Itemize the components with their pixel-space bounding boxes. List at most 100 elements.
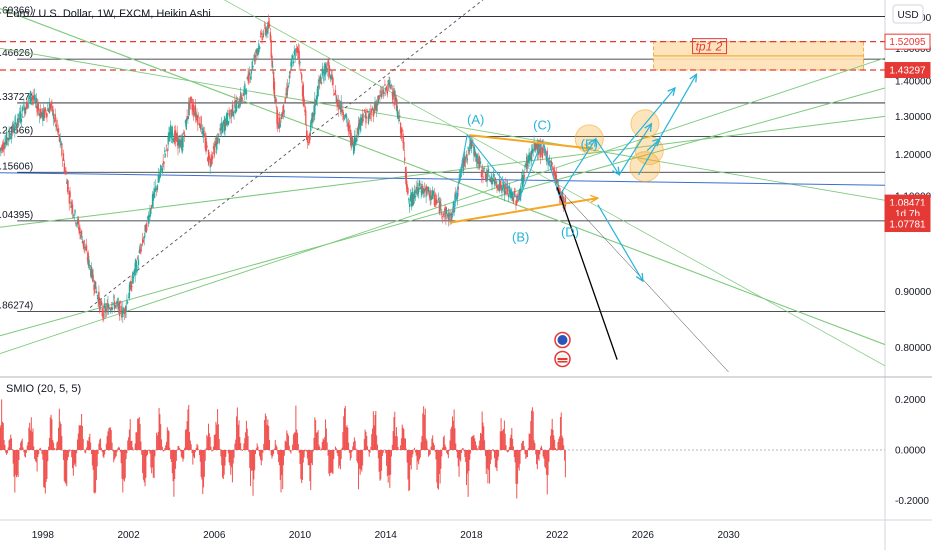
black-drop-line[interactable]: [556, 187, 618, 360]
trend-line-horizontal-blue[interactable]: [0, 172, 885, 186]
candle-body: [310, 122, 312, 132]
arrow-up-e[interactable]: [558, 138, 597, 197]
indicator-title[interactable]: SMIO (20, 5, 5): [6, 383, 81, 395]
orange-arrow-lower[interactable]: [590, 194, 600, 203]
candle-body: [534, 143, 536, 151]
arrow-down-e[interactable]: [595, 138, 620, 176]
candle-body: [184, 134, 186, 136]
candle-body: [360, 114, 362, 126]
candle-body: [487, 169, 489, 178]
us-event-icon[interactable]: [554, 350, 571, 368]
candle-body: [380, 91, 382, 93]
candle-body: [51, 101, 53, 105]
currency-button[interactable]: USD: [892, 4, 924, 24]
candle-body: [401, 129, 403, 131]
target-zone[interactable]: tp1 2: [653, 38, 865, 71]
candle-body: [507, 194, 510, 198]
trend-lines[interactable]: [0, 0, 885, 367]
candle-body: [285, 93, 287, 96]
candle-body: [142, 240, 145, 242]
candle-body: [74, 209, 76, 214]
arrow-down-1-head[interactable]: [635, 273, 644, 283]
candle-body: [441, 211, 443, 216]
instrument-title[interactable]: Euro / U.S. Dollar, 1W, FXCM, Heikin Ash…: [6, 8, 211, 20]
candle-body: [370, 109, 372, 112]
trend-line-down[interactable]: [0, 47, 885, 201]
oscillator-axis[interactable]: 0.2000 0.0000 -0.2000: [895, 395, 929, 507]
candle-body: [223, 122, 225, 132]
orange-lower-line[interactable]: [449, 197, 599, 224]
arrow-down-1[interactable]: [597, 204, 644, 282]
arrow-up-4[interactable]: [646, 138, 661, 152]
event-icons[interactable]: [554, 331, 571, 368]
candle-body: [71, 204, 74, 214]
candle-body: [291, 59, 293, 68]
candle-body: [474, 152, 477, 156]
arrow-up-4-head[interactable]: [652, 137, 662, 147]
candle-body: [362, 114, 364, 124]
candle-body: [240, 95, 243, 101]
trend-line-up[interactable]: [0, 115, 885, 228]
orange-arrow-upper[interactable]: [583, 143, 593, 152]
candle-body: [380, 93, 383, 98]
candle-body: [419, 187, 422, 190]
candle-body: [240, 92, 242, 105]
candle-body: [340, 101, 342, 113]
candle-body: [295, 48, 297, 50]
candle-body: [88, 259, 90, 266]
candle-body: [159, 172, 161, 178]
eu-event-icon[interactable]: [554, 331, 571, 349]
candle-body: [194, 105, 197, 118]
time-axis[interactable]: 1998 2002 2006 2010 2014 2018 2022 2026 2030: [32, 530, 740, 541]
arrow-up-1[interactable]: [618, 123, 652, 176]
horizontal-ray-levels[interactable]: [0, 41, 885, 71]
oscillator-tick-label: 0.2000: [895, 395, 926, 406]
candle-body: [456, 192, 459, 199]
candle-body: [165, 154, 167, 156]
candle-body: [205, 137, 207, 151]
candle-body: [127, 297, 130, 299]
candle-body: [96, 295, 98, 297]
candle-body: [472, 144, 474, 147]
candle-body: [350, 132, 352, 147]
candle-body: [48, 110, 50, 112]
candle-body: [277, 125, 280, 129]
trend-line-long-up[interactable]: [0, 87, 885, 337]
candle-body: [173, 138, 175, 142]
candle-body: [502, 182, 504, 184]
arrow-up-3[interactable]: [638, 74, 697, 176]
arrow-up-2-head[interactable]: [667, 86, 676, 96]
candle-body: [298, 50, 300, 65]
time-tick-label: 2010: [289, 530, 312, 541]
candle-body: [440, 203, 442, 206]
candle-body: [337, 102, 339, 105]
candle-body: [24, 109, 26, 114]
thin-drop-line[interactable]: [561, 191, 729, 372]
time-tick-label: 2026: [632, 530, 655, 541]
candle-body: [477, 161, 479, 164]
candle-body: [399, 115, 401, 118]
orange-circle-marker[interactable]: [629, 151, 661, 183]
candle-body: [324, 63, 326, 76]
orange-upper-line[interactable]: [469, 134, 592, 150]
candle-body: [490, 176, 492, 179]
candle-body: [505, 190, 507, 194]
candle-body: [8, 129, 10, 140]
trend-line-long-down[interactable]: [0, 8, 885, 346]
arrow-up-2[interactable]: [612, 87, 676, 163]
projection-drawings[interactable]: [449, 73, 729, 372]
arrow-up-3-head[interactable]: [689, 73, 698, 83]
orange-circle-marker[interactable]: [574, 124, 604, 154]
candle-body: [164, 149, 166, 153]
candle-body: [160, 166, 163, 168]
candle-body: [528, 152, 530, 160]
candle-body: [43, 108, 45, 119]
candle-body: [313, 106, 315, 116]
candle-body: [435, 199, 437, 205]
arrow-up-1-head[interactable]: [644, 122, 653, 132]
candle-body: [338, 104, 341, 107]
trend-line-up-steep[interactable]: [0, 57, 885, 354]
candle-body: [87, 252, 89, 263]
wave-legs[interactable]: [451, 133, 560, 219]
